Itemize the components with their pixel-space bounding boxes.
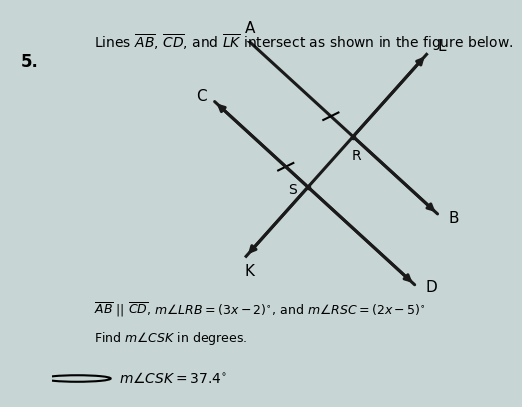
Text: Lines $\overline{AB}$, $\overline{CD}$, and $\overline{LK}$ intersect as shown i: Lines $\overline{AB}$, $\overline{CD}$, …: [94, 33, 513, 53]
Text: S: S: [288, 183, 296, 197]
Text: $m\angle CSK = 37.4^{\circ}$: $m\angle CSK = 37.4^{\circ}$: [119, 371, 227, 386]
Text: A: A: [245, 22, 255, 36]
Text: 5.: 5.: [21, 53, 39, 71]
Text: K: K: [245, 264, 255, 279]
Text: $\overline{AB}$ || $\overline{CD}$, $m\angle LRB = (3x - 2)^{\circ}$, and $m\ang: $\overline{AB}$ || $\overline{CD}$, $m\a…: [94, 301, 426, 319]
Text: Find $m\angle CSK$ in degrees.: Find $m\angle CSK$ in degrees.: [94, 330, 247, 347]
Text: C: C: [196, 89, 207, 104]
Text: D: D: [426, 280, 437, 295]
Text: B: B: [449, 212, 459, 226]
Text: L: L: [438, 39, 446, 55]
Text: R: R: [352, 149, 362, 163]
